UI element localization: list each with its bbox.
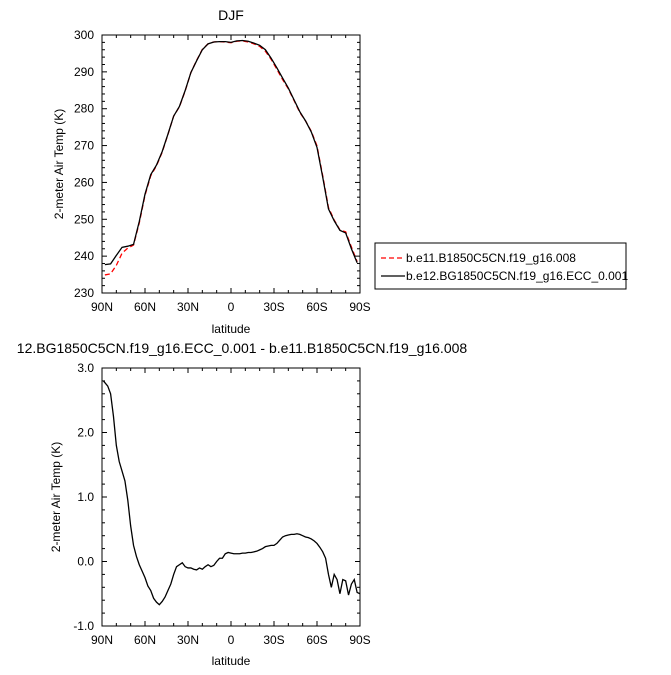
top-plot-frame xyxy=(101,34,361,294)
top-y-tick-label: 250 xyxy=(74,212,94,226)
top-legend: b.e11.B1850C5CN.f19_g16.008 b.e12.BG1850… xyxy=(374,242,628,290)
legend-box xyxy=(374,242,627,290)
top-y-tick-label: 280 xyxy=(74,102,94,116)
top-y-tick-label: 300 xyxy=(74,28,94,42)
top-chart-title: DJF xyxy=(218,7,244,23)
top-plot-area: 90N 60N 30N 0 30S 60S 90S 230 240 250 260 270 280 290… xyxy=(74,28,371,314)
bottom-plot-area: 90N 60N 30N 0 30S 60S 90S -1.0 0.0 1.0 2.0 3.0 xyxy=(73,361,370,647)
top-y-tick-label: 290 xyxy=(74,65,94,79)
bottom-x-tick-label: 60S xyxy=(306,633,327,647)
top-x-tick-label: 60S xyxy=(306,300,327,314)
top-x-axis-label: latitude xyxy=(212,322,251,336)
bottom-y-tick-label: 3.0 xyxy=(77,361,94,375)
top-y-tick-label: 230 xyxy=(74,286,94,300)
bottom-y-tick-label: 2.0 xyxy=(77,426,94,440)
bottom-x-tick-label: 60N xyxy=(134,633,156,647)
bottom-y-tick-label: 0.0 xyxy=(77,555,94,569)
bottom-x-tick-label: 90S xyxy=(349,633,370,647)
legend-label-series-2: b.e12.BG1850C5CN.f19_g16.ECC_0.001 xyxy=(406,269,628,283)
top-x-tick-label: 30N xyxy=(177,300,199,314)
legend-label-series-1: b.e11.B1850C5CN.f19_g16.008 xyxy=(406,251,576,265)
top-y-tick-label: 240 xyxy=(74,249,94,263)
top-x-tick-label: 60N xyxy=(134,300,156,314)
top-x-tick-label: 90N xyxy=(91,300,113,314)
bottom-y-axis-label: 2-meter Air Temp (K) xyxy=(49,442,63,552)
bottom-chart-title: 12.BG1850C5CN.f19_g16.ECC_0.001 - b.e11.… xyxy=(17,340,468,356)
bottom-x-tick-label: 0 xyxy=(228,633,235,647)
top-chart: DJF 90N 60N 30N 0 30S 60S 90S 230 240 250 260 270 28… xyxy=(52,7,628,336)
bottom-plot-frame xyxy=(101,367,361,627)
bottom-y-tick-label: -1.0 xyxy=(73,619,94,633)
top-y-axis-label: 2-meter Air Temp (K) xyxy=(52,109,66,219)
top-x-tick-label: 30S xyxy=(263,300,284,314)
bottom-x-tick-label: 30N xyxy=(177,633,199,647)
bottom-series-line-1 xyxy=(102,380,360,606)
top-y-tick-label: 270 xyxy=(74,139,94,153)
top-x-tick-label: 0 xyxy=(228,300,235,314)
bottom-y-tick-label: 1.0 xyxy=(77,490,94,504)
top-x-tick-label: 90S xyxy=(349,300,370,314)
bottom-chart: 12.BG1850C5CN.f19_g16.ECC_0.001 - b.e11.… xyxy=(17,340,468,668)
top-y-tick-label: 260 xyxy=(74,175,94,189)
bottom-x-tick-label: 30S xyxy=(263,633,284,647)
bottom-x-tick-label: 90N xyxy=(91,633,113,647)
bottom-x-axis-label: latitude xyxy=(212,654,251,668)
top-series-line-2 xyxy=(104,39,358,266)
